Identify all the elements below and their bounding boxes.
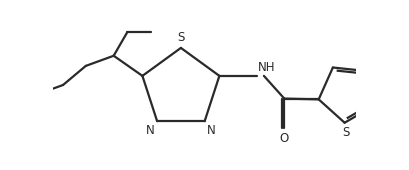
Text: N: N	[207, 124, 216, 138]
Text: O: O	[280, 132, 289, 145]
Text: N: N	[146, 124, 155, 138]
Text: NH: NH	[258, 61, 275, 74]
Text: S: S	[342, 126, 350, 139]
Text: S: S	[177, 31, 184, 44]
